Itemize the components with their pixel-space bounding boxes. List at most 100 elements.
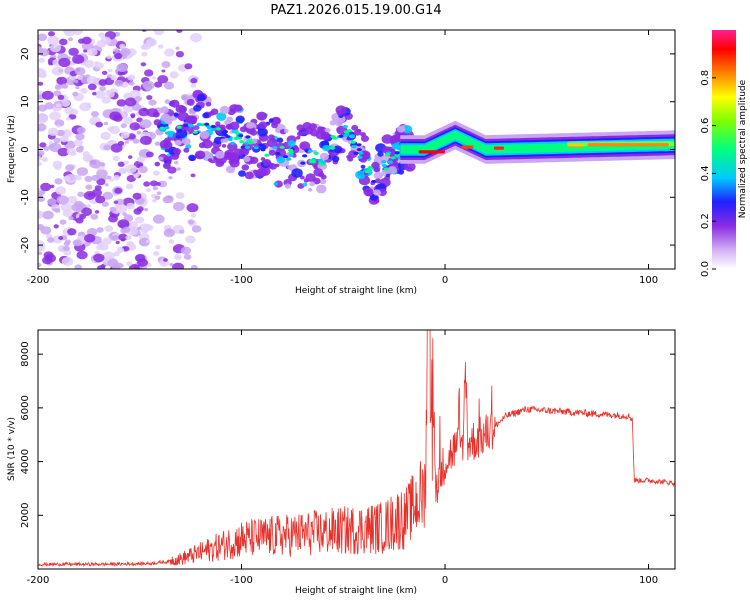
ridge-blob bbox=[387, 166, 397, 175]
noise-blob bbox=[55, 103, 62, 108]
ridge-core bbox=[227, 137, 233, 141]
ridge-core bbox=[164, 126, 170, 130]
noise-blob bbox=[148, 99, 157, 106]
ridge-core bbox=[356, 148, 362, 152]
noise-blob bbox=[102, 237, 112, 245]
ridge-blob bbox=[208, 111, 215, 116]
hot-segment bbox=[461, 145, 474, 149]
noise-blob bbox=[152, 186, 159, 191]
ridge-core bbox=[342, 125, 348, 129]
ridge-blob bbox=[273, 182, 278, 186]
noise-blob bbox=[140, 228, 148, 234]
noise-blob bbox=[68, 113, 77, 120]
ridge-core bbox=[356, 143, 362, 147]
noise-blob bbox=[117, 219, 130, 229]
noise-blob bbox=[87, 193, 93, 197]
noise-blob bbox=[132, 192, 142, 200]
ridge-core bbox=[177, 129, 183, 133]
ridge-blob bbox=[258, 121, 268, 129]
noise-blob bbox=[169, 71, 179, 79]
noise-blob bbox=[96, 178, 106, 186]
noise-blob bbox=[81, 36, 92, 45]
noise-blob bbox=[89, 159, 102, 169]
noise-blob bbox=[49, 184, 55, 189]
noise-blob bbox=[157, 44, 164, 49]
noise-blob bbox=[58, 236, 64, 240]
spectrogram-content bbox=[38, 30, 675, 269]
noise-blob bbox=[66, 147, 77, 155]
noise-blob bbox=[153, 170, 160, 176]
noise-blob bbox=[191, 225, 202, 233]
noise-blob bbox=[76, 250, 88, 260]
noise-blob bbox=[137, 226, 142, 231]
noise-blob bbox=[126, 202, 135, 210]
ridge-core bbox=[364, 170, 371, 174]
noise-blob bbox=[123, 116, 133, 125]
ridge-core bbox=[272, 146, 278, 150]
ridge-blob bbox=[230, 141, 235, 146]
noise-blob bbox=[164, 48, 175, 57]
noise-blob bbox=[77, 191, 85, 197]
colorbar-tick-label: 0.0 bbox=[700, 261, 711, 277]
noise-blob bbox=[114, 187, 123, 194]
noise-blob bbox=[122, 212, 128, 217]
noise-blob bbox=[84, 233, 96, 243]
noise-blob bbox=[38, 161, 42, 167]
noise-blob bbox=[103, 144, 112, 151]
noise-blob bbox=[41, 157, 48, 162]
ridge-blob bbox=[317, 126, 324, 132]
noise-blob bbox=[116, 99, 127, 107]
noise-blob bbox=[74, 200, 84, 208]
hot-segment bbox=[587, 143, 669, 147]
ridge-core bbox=[239, 140, 245, 144]
noise-blob bbox=[163, 258, 168, 262]
noise-blob bbox=[183, 254, 192, 260]
ridge-blob bbox=[309, 181, 316, 187]
ridge-core bbox=[247, 139, 253, 143]
ridge-blob bbox=[299, 175, 305, 180]
ridge-blob bbox=[220, 138, 226, 143]
noise-blob bbox=[64, 107, 75, 115]
ridge-blob bbox=[373, 171, 383, 180]
ridge-core bbox=[176, 125, 182, 129]
snr-ytick-label: 8000 bbox=[20, 341, 31, 366]
noise-blob bbox=[56, 76, 68, 85]
ridge-blob bbox=[307, 187, 313, 192]
noise-blob bbox=[59, 219, 67, 225]
noise-blob bbox=[38, 123, 47, 132]
ridge-core bbox=[204, 122, 210, 126]
noise-blob bbox=[138, 165, 148, 174]
ridge-blob bbox=[308, 123, 317, 131]
noise-blob bbox=[115, 262, 124, 269]
ridge-core bbox=[167, 134, 173, 138]
noise-blob bbox=[100, 131, 111, 140]
noise-blob bbox=[129, 122, 141, 131]
ridge-blob bbox=[268, 149, 276, 156]
ridge-blob bbox=[162, 162, 171, 170]
noise-blob bbox=[153, 30, 165, 36]
ridge-core bbox=[279, 145, 285, 149]
ridge-blob bbox=[385, 173, 391, 178]
noise-blob bbox=[56, 195, 69, 205]
noise-blob bbox=[47, 237, 55, 243]
noise-blob bbox=[176, 30, 183, 33]
noise-blob bbox=[154, 81, 163, 88]
noise-blob bbox=[91, 121, 96, 125]
ridge-core bbox=[222, 130, 229, 134]
noise-blob bbox=[112, 155, 120, 161]
ridge-blob bbox=[227, 152, 233, 157]
ridge-blob bbox=[389, 140, 395, 145]
ridge-blob bbox=[319, 178, 327, 185]
ridge-blob bbox=[363, 187, 374, 197]
noise-blob bbox=[59, 135, 69, 143]
ridge-band bbox=[400, 130, 675, 154]
ridge-blob bbox=[158, 156, 164, 161]
ridge-core bbox=[245, 135, 251, 139]
noise-blob bbox=[94, 90, 106, 99]
noise-blob bbox=[76, 126, 86, 134]
snr-xtick-label: 100 bbox=[639, 575, 658, 586]
ridge-blob bbox=[287, 140, 296, 147]
noise-blob bbox=[122, 226, 131, 233]
noise-blob bbox=[73, 139, 83, 147]
